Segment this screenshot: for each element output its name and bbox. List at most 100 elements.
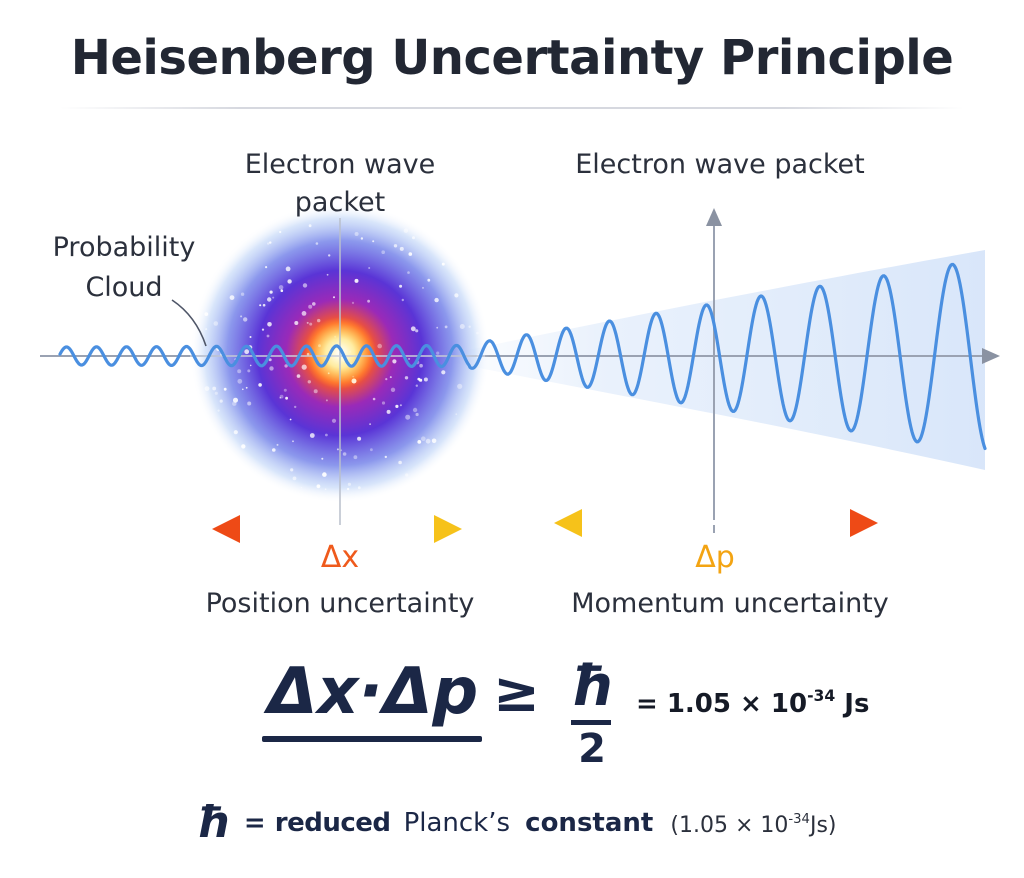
cloud-sparkle	[244, 349, 250, 355]
cloud-sparkle	[370, 448, 373, 452]
cloud-sparkle	[205, 328, 208, 331]
cloud-sparkle	[296, 374, 301, 378]
formula-underline	[262, 736, 482, 742]
cloud-sparkle	[354, 278, 359, 283]
cloud-sparkle	[219, 399, 223, 403]
cloud-sparkle	[408, 252, 413, 256]
cloud-sparkle	[381, 401, 386, 405]
note-constant: constant	[525, 808, 654, 839]
position-uncertainty-caption: Position uncertainty	[205, 588, 475, 619]
cloud-sparkle	[237, 378, 243, 384]
probability-cloud-label-line2: Cloud	[85, 272, 163, 303]
cloud-sparkle	[324, 488, 327, 491]
cloud-label-leader	[171, 299, 207, 347]
electron-wave	[58, 262, 987, 451]
cloud-sparkle	[415, 384, 418, 387]
cloud-sparkle	[384, 455, 387, 459]
cloud-sparkle	[421, 436, 426, 442]
cloud-sparkle	[233, 430, 238, 435]
cloud-sparkle	[325, 433, 328, 437]
cloud-sparkle	[240, 292, 245, 296]
cloud-sparkle	[306, 321, 309, 324]
cloud-sparkle	[309, 322, 313, 326]
cloud-sparkle	[269, 366, 274, 371]
formula-fraction-bar	[571, 720, 611, 725]
cloud-sparkle	[267, 322, 272, 327]
formula-value-exponent: -34	[807, 687, 836, 705]
cloud-sparkle	[401, 298, 404, 302]
cloud-sparkle	[267, 242, 270, 245]
cloud-sparkle	[377, 343, 383, 349]
delta-p-arrow	[554, 509, 878, 537]
cloud-sparkle	[386, 409, 391, 414]
cloud-sparkle	[385, 378, 388, 381]
diagram-title: Heisenberg Uncertainty Principle	[70, 30, 954, 86]
cloud-sparkle	[389, 376, 392, 379]
cloud-sparkle	[372, 397, 376, 401]
cloud-sparkle	[301, 364, 307, 370]
cloud-sparkle	[278, 285, 284, 290]
cloud-sparkle	[307, 380, 311, 384]
cloud-sparkle	[259, 304, 262, 307]
cloud-sparkle	[441, 370, 446, 375]
cloud-sparkle	[301, 311, 307, 316]
cloud-sparkle	[232, 401, 237, 406]
cloud-sparkle	[444, 325, 448, 329]
cloud-sparkle	[399, 404, 402, 407]
delta-x-symbol: Δx	[320, 540, 360, 575]
cloud-sparkle	[308, 224, 312, 228]
cloud-sparkle	[417, 377, 421, 381]
momentum-uncertainty-caption: Momentum uncertainty	[571, 588, 889, 619]
cloud-sparkle	[325, 399, 328, 402]
cloud-sparkle	[268, 358, 272, 362]
cloud-sparkle	[408, 357, 411, 360]
x-axis-arrowhead	[982, 348, 1000, 364]
formula-numerator: ħ	[569, 654, 615, 719]
cloud-sparkle	[353, 455, 358, 460]
cloud-sparkle	[381, 250, 386, 254]
formula-denominator: 2	[578, 726, 606, 772]
cloud-sparkle	[457, 383, 463, 389]
cloud-sparkle	[258, 383, 262, 387]
cloud-sparkle	[267, 297, 272, 302]
cloud-sparkle	[392, 359, 397, 364]
formula-relation: ≥	[493, 660, 540, 725]
cloud-sparkle	[272, 448, 276, 452]
cloud-sparkle	[294, 321, 299, 325]
cloud-sparkle	[280, 289, 284, 293]
cloud-sparkle	[434, 297, 439, 303]
cloud-sparkle	[390, 387, 396, 392]
cloud-sparkle	[357, 436, 362, 441]
cloud-sparkle	[342, 452, 347, 456]
cloud-sparkle	[261, 328, 265, 331]
cloud-sparkle	[423, 377, 428, 382]
cloud-sparkle	[405, 473, 409, 477]
cloud-sparkle	[214, 391, 218, 395]
cloud-sparkle	[317, 318, 321, 323]
cloud-sparkle	[331, 418, 337, 423]
cloud-sparkle	[372, 240, 375, 243]
cloud-sparkle	[410, 326, 416, 332]
cloud-sparkle	[229, 295, 235, 300]
cloud-sparkle	[403, 228, 409, 233]
cloud-sparkle	[398, 460, 402, 465]
cloud-sparkle	[300, 486, 303, 489]
cloud-sparkle	[351, 301, 355, 304]
cloud-sparkle	[417, 440, 422, 444]
cloud-sparkle	[441, 262, 445, 266]
cloud-sparkle	[233, 397, 238, 403]
cloud-sparkle	[321, 457, 324, 460]
note-value-prefix: (1.05 × 10	[670, 813, 789, 839]
cloud-sparkle	[308, 304, 313, 309]
hbar-definition-note: ħ = reduced Planck’s constant (1.05 × 10…	[196, 792, 837, 848]
cloud-sparkle	[436, 326, 439, 329]
formula-lhs: Δx·Δp	[267, 655, 479, 729]
cloud-sparkle	[245, 386, 248, 389]
cloud-sparkle	[269, 290, 273, 294]
cloud-sparkle	[315, 242, 319, 245]
cloud-sparkle	[279, 396, 282, 399]
cloud-sparkle	[313, 389, 318, 394]
cloud-sparkle	[333, 296, 335, 299]
cloud-sparkle	[454, 293, 459, 298]
cloud-sparkle	[404, 376, 409, 380]
